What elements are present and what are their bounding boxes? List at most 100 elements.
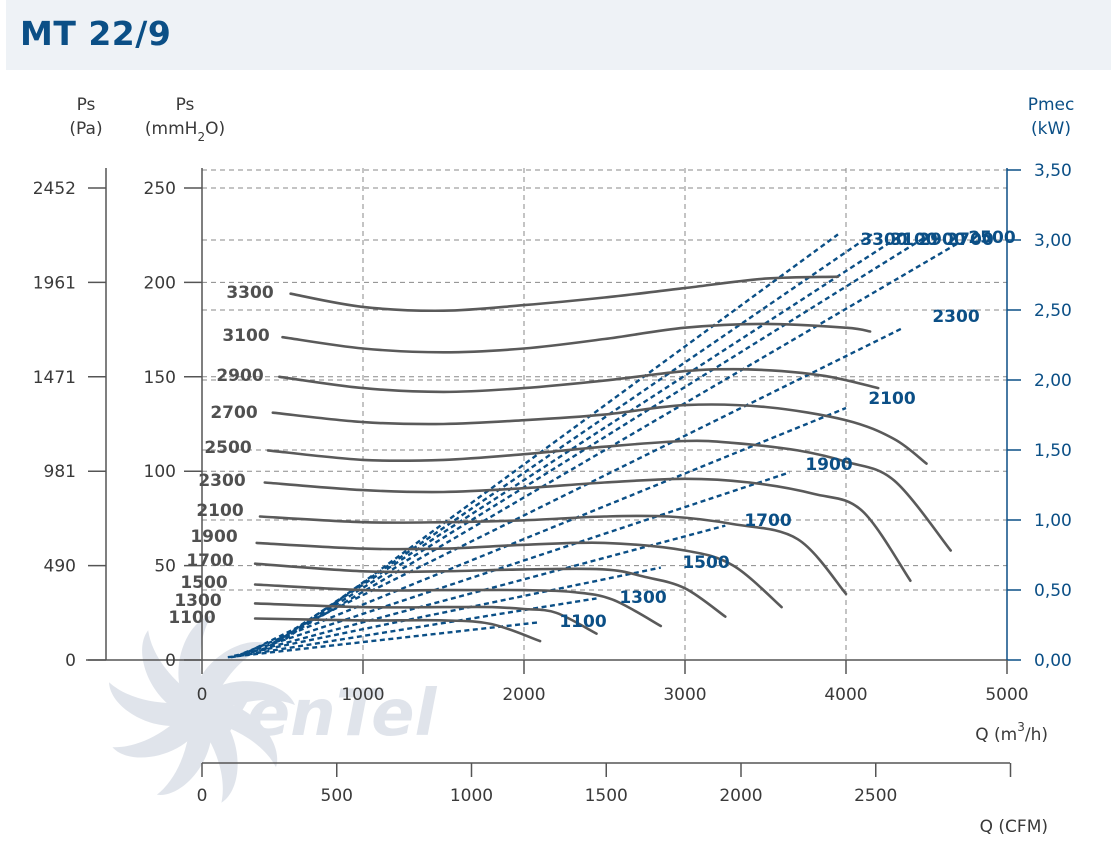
power-curve-label: 1300 xyxy=(619,588,666,608)
ps-pa-tick-label: 2452 xyxy=(33,179,76,199)
ps-mm-unit-sub: 2 xyxy=(197,130,205,144)
power-curve-label: 1100 xyxy=(559,612,606,632)
logo-text: venTel xyxy=(205,677,438,751)
pmec-tick-label: 2,50 xyxy=(1034,301,1072,321)
ps-mm-unit: (mmH2O) xyxy=(145,119,225,144)
ps-mm-unit-prefix: (mmH xyxy=(145,119,198,139)
fan-blade-shape xyxy=(142,630,209,716)
q-cfm-tick-label: 2000 xyxy=(719,786,762,806)
power-curve-1300 xyxy=(230,597,597,659)
fan-blade-shape xyxy=(112,700,205,758)
header-bar: MT 22/9 xyxy=(6,0,1111,70)
pmec-unit: (kW) xyxy=(1031,119,1071,139)
pressure-curve-label: 3100 xyxy=(222,326,269,346)
q-cfm-tick-label: 2500 xyxy=(854,786,897,806)
pressure-curve-1700 xyxy=(253,562,727,618)
ventel-logo: venTel xyxy=(109,615,438,803)
q-m3h-label-sup: 3 xyxy=(1017,720,1025,734)
power-curve-label: 3100 xyxy=(890,230,937,250)
ps-mm-tick-label: 0 xyxy=(165,651,176,671)
ps-pa-tick-label: 981 xyxy=(44,462,76,482)
ps-pa-unit: (Pa) xyxy=(69,119,102,139)
ps-pa-label: Ps xyxy=(77,95,96,115)
fan-blade-shape xyxy=(109,682,204,726)
q-cfm-tick-label: 0 xyxy=(197,786,208,806)
q-cfm-tick-label: 500 xyxy=(321,786,353,806)
power-curve-3300 xyxy=(284,233,839,640)
grid xyxy=(202,168,1007,660)
ps-pa-tick-label: 1471 xyxy=(33,368,76,388)
ps-mm-tick-label: 150 xyxy=(144,368,176,388)
ps-mm-unit-suffix: O) xyxy=(205,119,225,139)
power-curve-1100 xyxy=(227,621,541,659)
ps-pa-tick-label: 0 xyxy=(65,651,76,671)
pressure-curve-3100 xyxy=(281,322,872,354)
power-curve-3100 xyxy=(278,233,873,642)
fan-blade-shape xyxy=(178,615,212,712)
curve-labels: 3300310029002700250023002100190017001500… xyxy=(168,228,1015,632)
fan-blade-shape xyxy=(190,707,238,803)
q-m3h-tick-label: 4000 xyxy=(824,685,867,705)
ps-pa-tick-label: 1961 xyxy=(33,273,76,293)
chart-title: MT 22/9 xyxy=(20,14,172,53)
pmec-tick-label: 1,50 xyxy=(1034,441,1072,461)
fan-blade-shape xyxy=(192,641,270,718)
pressure-curve-label: 2300 xyxy=(198,471,245,491)
pressure-curve-2500 xyxy=(266,439,952,552)
ps-mm-tick-label: 250 xyxy=(144,179,176,199)
q-m3h-tick-label: 2000 xyxy=(502,685,545,705)
power-curve-label: 2500 xyxy=(968,228,1015,248)
pressure-curve-2100 xyxy=(258,514,848,596)
pressure-curve-label: 1100 xyxy=(168,608,215,628)
q-m3h-tick-label: 1000 xyxy=(341,685,384,705)
pressure-curve-label: 2700 xyxy=(210,403,257,423)
pressure-curve-label: 2100 xyxy=(196,501,243,521)
fan-logo-icon xyxy=(109,615,295,803)
pressure-curve-label: 3300 xyxy=(226,283,273,303)
ps-mm-tick-label: 100 xyxy=(144,462,176,482)
pressure-curve-label: 1700 xyxy=(186,551,233,571)
q-m3h-label-prefix: Q (m xyxy=(975,725,1017,745)
power-curve-2900 xyxy=(272,233,904,645)
power-curve-1500 xyxy=(233,566,662,657)
power-curve-label: 3300 xyxy=(860,230,907,250)
pressure-curve-1100 xyxy=(253,617,542,643)
q-cfm-tick-label: 1000 xyxy=(450,786,493,806)
pressure-curve-2900 xyxy=(278,367,880,394)
pressure-curve-label: 2900 xyxy=(216,366,263,386)
power-curve-label: 1500 xyxy=(682,553,729,573)
pmec-label: Pmec xyxy=(1028,95,1075,115)
pmec-tick-label: 0,00 xyxy=(1034,651,1072,671)
q-cfm-tick-label: 1500 xyxy=(585,786,628,806)
power-curve-label: 1900 xyxy=(805,455,852,475)
pressure-curve-2300 xyxy=(263,477,912,582)
fan-blade-shape xyxy=(193,700,278,768)
pmec-tick-label: 3,00 xyxy=(1034,231,1072,251)
q-m3h-label-suffix: /h) xyxy=(1025,725,1048,745)
pmec-tick-label: 3,50 xyxy=(1034,161,1072,181)
pressure-curve-label: 1300 xyxy=(174,591,221,611)
ps-pa-tick-label: 490 xyxy=(44,557,76,577)
ps-mm-tick-label: 50 xyxy=(154,557,176,577)
pmec-tick-label: 2,00 xyxy=(1034,371,1072,391)
pmec-tick-label: 1,00 xyxy=(1034,511,1072,531)
pressure-curve-2700 xyxy=(271,403,928,465)
pressure-curve-label: 1500 xyxy=(180,573,227,593)
q-cfm-axis-label: Q (CFM) xyxy=(980,817,1048,837)
pressure-curve-label: 1900 xyxy=(190,527,237,547)
q-m3h-tick-label: 0 xyxy=(197,685,208,705)
pressure-curve-1500 xyxy=(253,583,663,628)
power-curve-label: 2900 xyxy=(918,230,965,250)
ps-mm-label: Ps xyxy=(176,95,195,115)
q-m3h-axis-label: Q (m3/h) xyxy=(975,720,1048,745)
power-curve-label: 2100 xyxy=(868,389,915,409)
ps-mm-tick-label: 200 xyxy=(144,273,176,293)
fan-blade-shape xyxy=(200,681,295,720)
power-curve-2100 xyxy=(243,406,847,655)
pressure-curve-3300 xyxy=(289,275,840,313)
q-m3h-tick-label: 5000 xyxy=(985,685,1028,705)
pmec-tick-label: 0,50 xyxy=(1034,581,1072,601)
pressure-curve-1900 xyxy=(255,541,783,609)
